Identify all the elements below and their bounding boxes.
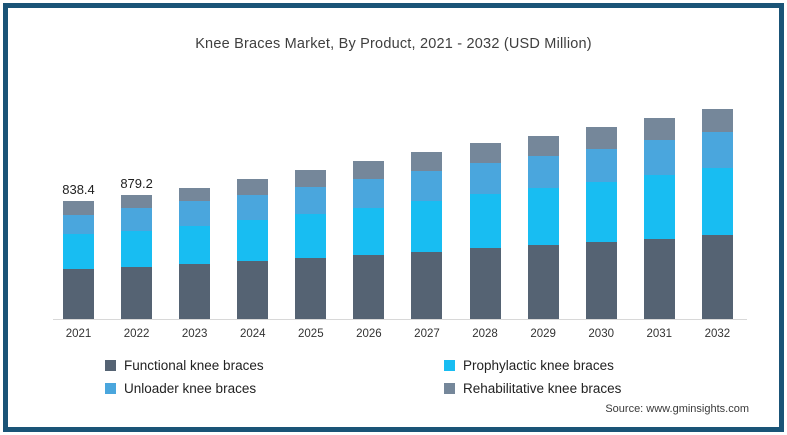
bar-column-2022: 879.2 2022: [120, 175, 153, 340]
bar-segment: [353, 207, 385, 255]
bar-column-2025: 2025: [295, 170, 327, 340]
x-axis-tick-label: 2023: [181, 328, 208, 340]
bar-segment: [469, 248, 501, 319]
bar-segment: [121, 266, 153, 319]
x-axis-tick-label: 2027: [414, 328, 440, 340]
bar-segment: [585, 148, 617, 182]
bar-segment: [701, 167, 733, 235]
legend-swatch-icon: [105, 383, 116, 394]
legend-item: Prophylactic knee braces: [444, 358, 621, 373]
bar-segment: [411, 171, 443, 201]
bar-column-2021: 838.4 2021: [62, 181, 95, 340]
bar-segment: [585, 241, 617, 319]
bar-segment: [63, 268, 94, 319]
bar-segment: [295, 170, 327, 188]
bar-segment: [527, 245, 559, 319]
bar-segment: [237, 194, 269, 221]
bar-segment: [63, 200, 94, 215]
plot-area: 838.4 2021 879.2 2022 2023 2024 2025 2026 2027 20…: [53, 60, 747, 340]
chart-frame: Knee Braces Market, By Product, 2021 - 2…: [3, 3, 784, 432]
x-axis-tick-label: 2025: [298, 328, 324, 340]
x-axis-tick-label: 2022: [123, 328, 150, 340]
bar-segment: [469, 163, 501, 195]
legend: Functional knee braces Prophylactic knee …: [105, 354, 621, 400]
bar-segment: [63, 233, 94, 269]
bar-segment: [179, 188, 211, 201]
legend-label: Unloader knee braces: [124, 381, 257, 396]
legend-item: Functional knee braces: [105, 358, 444, 373]
x-axis-tick-label: 2028: [472, 328, 498, 340]
legend-label: Prophylactic knee braces: [463, 358, 614, 373]
bar-segment: [353, 161, 385, 180]
bar-segment: [643, 140, 675, 175]
x-axis-tick-label: 2029: [530, 328, 556, 340]
chart-title: Knee Braces Market, By Product, 2021 - 2…: [195, 36, 592, 52]
bar-segment: [527, 136, 559, 157]
bar-segment: [527, 188, 559, 246]
bar-value-label: 838.4: [62, 181, 95, 197]
bar-column-2029: 2029: [527, 136, 559, 340]
bar-segment: [527, 156, 559, 189]
legend-swatch-icon: [444, 360, 455, 371]
legend-label: Functional knee braces: [124, 358, 264, 373]
bar-value-label: 879.2: [120, 175, 153, 191]
bar-segment: [237, 220, 269, 261]
bar-segment: [643, 238, 675, 319]
bar-column-2027: 2027: [411, 151, 443, 340]
bar-column-2031: 2031: [643, 118, 675, 340]
bar-segment: [121, 207, 153, 231]
x-axis-tick-label: 2032: [704, 328, 731, 340]
source-note: Source: www.gminsights.com: [605, 403, 749, 415]
bar-segment: [179, 264, 211, 319]
bar-segment: [701, 235, 733, 319]
x-axis-tick-label: 2021: [65, 328, 92, 340]
bar-column-2028: 2028: [469, 143, 501, 340]
bar-segment: [469, 194, 501, 249]
bar-segment: [237, 178, 269, 195]
bar-segment: [701, 131, 733, 168]
bar-segment: [469, 143, 501, 164]
bar-segment: [353, 254, 385, 319]
legend-item: Unloader knee braces: [105, 381, 444, 396]
bar-segment: [411, 251, 443, 319]
bar-column-2032: 2032: [701, 108, 733, 340]
legend-item: Rehabilitative knee braces: [444, 381, 621, 396]
legend-label: Rehabilitative knee braces: [463, 381, 622, 396]
bar-segment: [237, 260, 269, 319]
bar-segment: [295, 214, 327, 258]
bar-column-2023: 2023: [179, 188, 211, 340]
bar-segment: [643, 118, 675, 141]
legend-swatch-icon: [444, 383, 455, 394]
bar-segment: [295, 187, 327, 215]
bar-column-2024: 2024: [237, 178, 269, 340]
bar-column-2026: 2026: [353, 161, 385, 340]
x-axis-tick-label: 2024: [239, 328, 266, 340]
bar-segment: [121, 194, 153, 208]
bar-segment: [701, 108, 733, 132]
bar-segment: [179, 200, 211, 226]
x-axis-tick-label: 2030: [588, 328, 614, 340]
bar-segment: [295, 257, 327, 319]
legend-swatch-icon: [105, 360, 116, 371]
bar-segment: [353, 179, 385, 208]
bar-segment: [643, 175, 675, 239]
bar-segment: [585, 127, 617, 149]
bar-segment: [63, 214, 94, 234]
bar-segment: [411, 151, 443, 172]
x-axis-tick-label: 2031: [646, 328, 673, 340]
bar-segment: [179, 225, 211, 265]
x-axis-tick-label: 2026: [356, 328, 382, 340]
bar-segment: [411, 200, 443, 252]
bar-segment: [585, 181, 617, 242]
bar-segment: [121, 230, 153, 267]
bar-column-2030: 2030: [585, 127, 617, 340]
